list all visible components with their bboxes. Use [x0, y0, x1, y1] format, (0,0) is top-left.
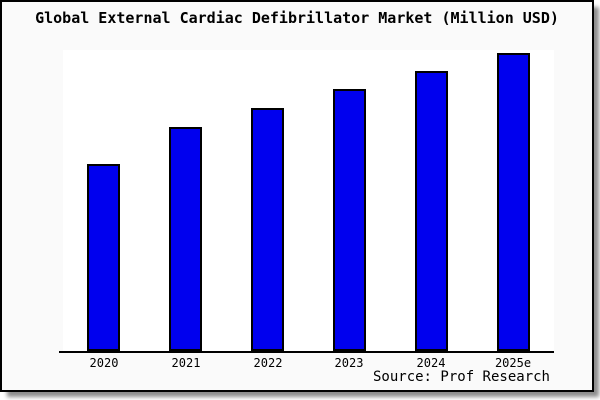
- x-tick-label-2021: 2021: [171, 356, 201, 370]
- bar-2020: [87, 164, 120, 351]
- x-axis-line: [59, 351, 554, 353]
- bar-2021: [169, 127, 202, 351]
- x-tick-label-2020: 2020: [89, 356, 119, 370]
- x-axis-labels: 2020 2021 2022 2023 2024 2025e: [2, 356, 592, 372]
- bar-2025e: [497, 53, 530, 351]
- plot-area: [63, 50, 554, 351]
- chart-title: Global External Cardiac Defibrillator Ma…: [35, 9, 559, 27]
- bar-2022: [251, 108, 284, 351]
- source-note: Source: Prof Research: [372, 369, 550, 385]
- bar-2024: [415, 71, 448, 351]
- x-tick-label-2023: 2023: [334, 356, 364, 370]
- x-tick-label-2024: 2024: [416, 356, 446, 370]
- x-tick-label-2025e: 2025e: [494, 356, 532, 370]
- chart-frame: Global External Cardiac Defibrillator Ma…: [0, 0, 594, 392]
- bar-2023: [333, 89, 366, 351]
- x-tick-label-2022: 2022: [253, 356, 283, 370]
